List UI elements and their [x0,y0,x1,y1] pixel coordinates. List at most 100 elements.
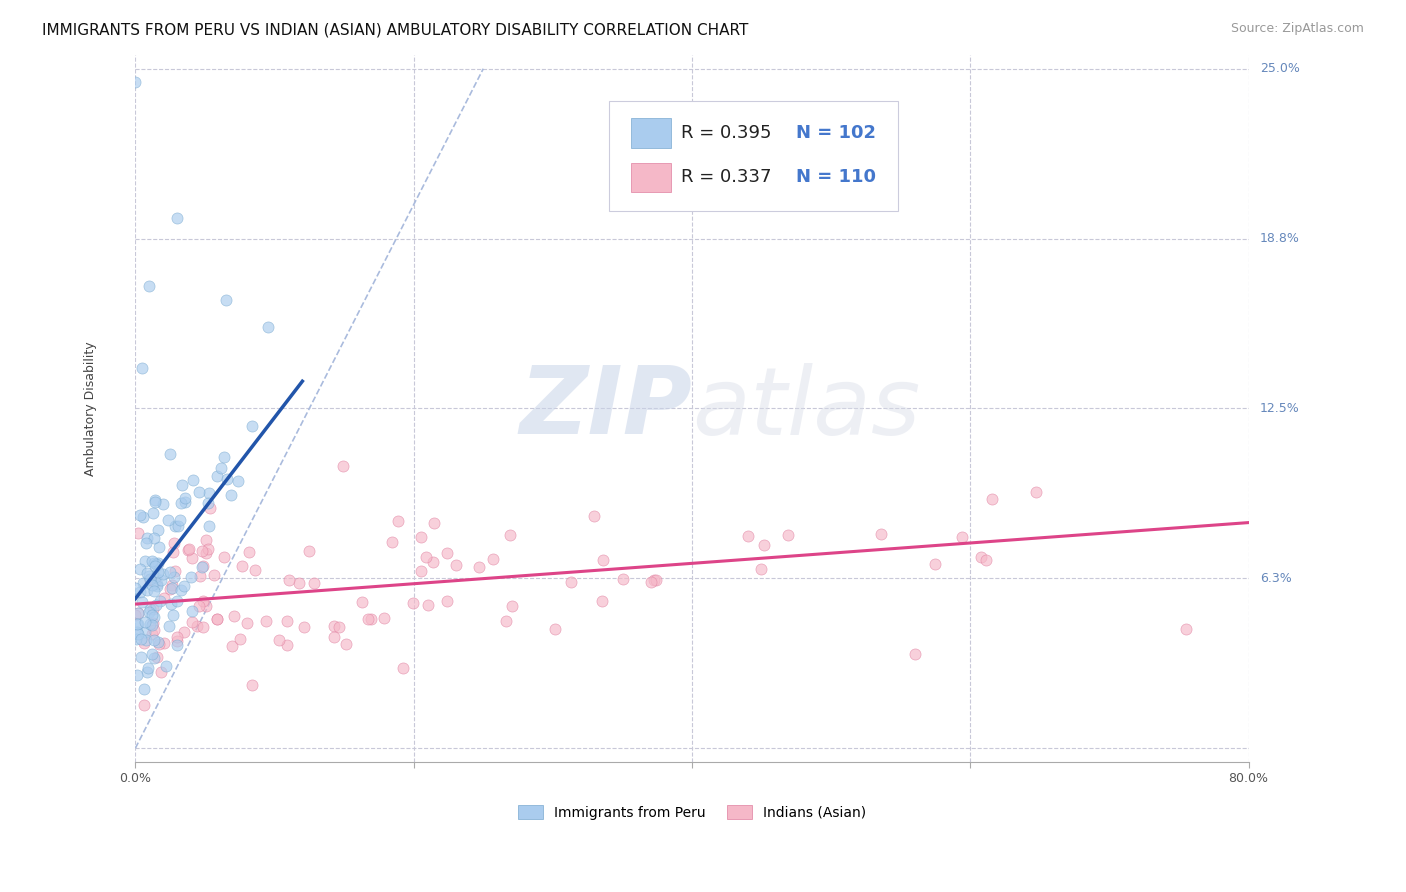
Immigrants from Peru [142,506,165,520]
Immigrants from Peru [143,492,166,507]
Immigrants from Peru [127,616,149,631]
Indians (Asian) [166,634,188,648]
Indians (Asian) [416,599,439,613]
Immigrants from Peru [226,475,249,489]
Indians (Asian) [360,612,382,626]
Indians (Asian) [180,550,202,565]
Indians (Asian) [177,542,200,557]
Immigrants from Peru [198,519,221,533]
Immigrants from Peru [136,661,159,675]
Text: R = 0.337: R = 0.337 [681,169,772,186]
Immigrants from Peru [135,665,157,679]
Indians (Asian) [322,630,344,644]
Immigrants from Peru [159,565,181,579]
Indians (Asian) [752,537,775,551]
Immigrants from Peru [163,570,186,584]
Immigrants from Peru [170,495,193,509]
Indians (Asian) [163,536,186,550]
Indians (Asian) [181,615,204,629]
Immigrants from Peru [162,608,184,623]
Indians (Asian) [191,620,214,634]
Indians (Asian) [392,661,415,675]
Immigrants from Peru [188,485,211,500]
Indians (Asian) [150,665,173,679]
Immigrants from Peru [143,570,166,584]
Immigrants from Peru [146,565,169,579]
Indians (Asian) [127,606,149,620]
Indians (Asian) [381,535,404,549]
Indians (Asian) [335,636,357,650]
Immigrants from Peru [180,570,202,584]
Immigrants from Peru [129,632,152,646]
Indians (Asian) [277,574,299,588]
Immigrants from Peru [212,450,235,464]
Indians (Asian) [276,614,298,628]
Immigrants from Peru [138,617,160,632]
Indians (Asian) [498,528,520,542]
Indians (Asian) [974,553,997,567]
Immigrants from Peru [135,536,157,550]
Immigrants from Peru [145,558,167,572]
Indians (Asian) [194,547,217,561]
Indians (Asian) [423,516,446,530]
Immigrants from Peru [173,579,195,593]
Indians (Asian) [436,594,458,608]
Immigrants from Peru [157,513,180,527]
Immigrants from Peru [134,625,156,640]
Text: 6.3%: 6.3% [1260,572,1292,585]
Immigrants from Peru [141,648,163,662]
Indians (Asian) [146,649,169,664]
Indians (Asian) [387,515,409,529]
Indians (Asian) [205,612,228,626]
FancyBboxPatch shape [631,162,671,192]
Immigrants from Peru [132,681,155,696]
Indians (Asian) [228,632,250,646]
Indians (Asian) [495,614,517,628]
Text: 12.5%: 12.5% [1260,402,1299,415]
FancyBboxPatch shape [631,118,671,148]
Indians (Asian) [269,632,291,647]
Indians (Asian) [870,527,893,541]
Immigrants from Peru [143,494,166,508]
Immigrants from Peru [142,556,165,570]
Immigrants from Peru [131,360,153,375]
Immigrants from Peru [166,594,188,608]
Indians (Asian) [644,573,666,587]
Indians (Asian) [188,569,211,583]
Immigrants from Peru [128,584,150,599]
Text: atlas: atlas [692,363,921,454]
Indians (Asian) [482,551,505,566]
Indians (Asian) [195,533,218,547]
Indians (Asian) [186,619,208,633]
Indians (Asian) [148,637,170,651]
Immigrants from Peru [219,488,242,502]
Immigrants from Peru [198,486,221,500]
Immigrants from Peru [146,556,169,570]
Immigrants from Peru [209,460,232,475]
Indians (Asian) [401,596,423,610]
Indians (Asian) [328,620,350,634]
Immigrants from Peru [139,602,162,616]
Indians (Asian) [191,544,214,558]
Indians (Asian) [152,636,174,650]
Indians (Asian) [173,625,195,640]
Indians (Asian) [132,635,155,649]
Immigrants from Peru [143,583,166,598]
Immigrants from Peru [124,581,146,595]
Indians (Asian) [139,574,162,588]
Immigrants from Peru [152,497,174,511]
Immigrants from Peru [124,75,146,89]
Immigrants from Peru [180,604,202,618]
Indians (Asian) [153,591,176,605]
Indians (Asian) [415,550,437,565]
Immigrants from Peru [215,293,238,307]
Indians (Asian) [1025,485,1047,500]
Immigrants from Peru [132,510,155,524]
Immigrants from Peru [160,581,183,595]
Immigrants from Peru [240,418,263,433]
Immigrants from Peru [127,627,149,641]
Indians (Asian) [969,549,991,564]
Immigrants from Peru [125,632,148,646]
Indians (Asian) [409,564,432,578]
Indians (Asian) [612,572,634,586]
